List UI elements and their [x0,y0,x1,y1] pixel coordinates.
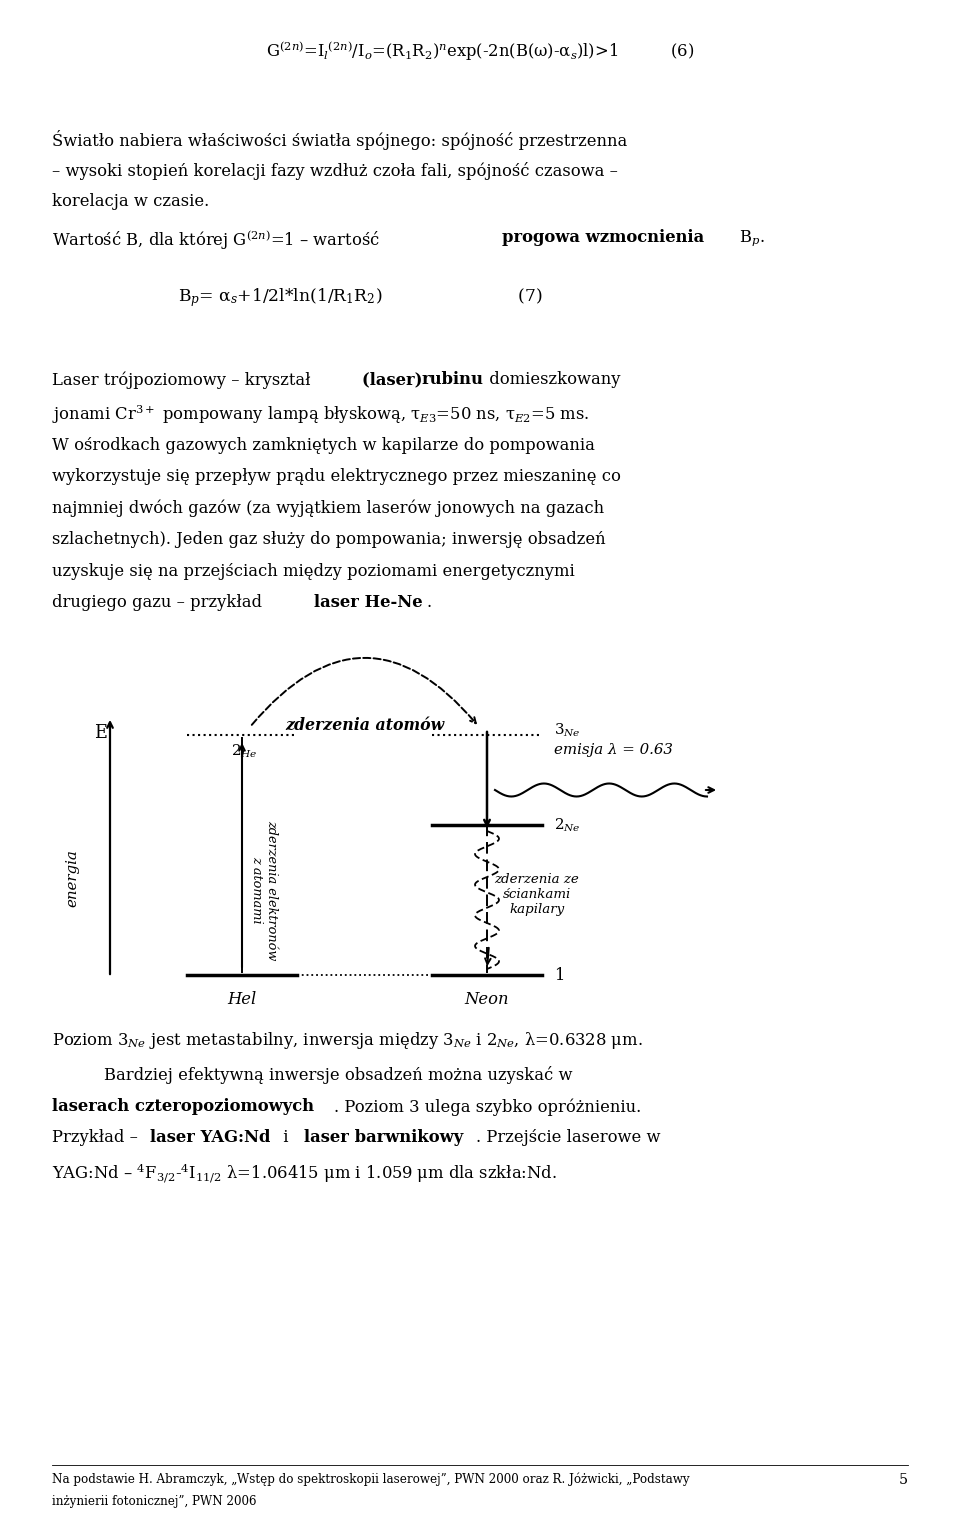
Text: .: . [426,594,431,610]
Text: . Poziom 3 ulega szybko opróżnieniu.: . Poziom 3 ulega szybko opróżnieniu. [334,1097,641,1116]
Text: G$^{(2n)}$=I$_l$$^{(2n)}$/I$_o$=(R$_1$R$_2$)$^n$exp(-2n(B(ω)-α$_s$)l)>1         : G$^{(2n)}$=I$_l$$^{(2n)}$/I$_o$=(R$_1$R$… [266,40,694,64]
Text: wykorzystuje się przepływ prądu elektrycznego przez mieszaninę co: wykorzystuje się przepływ prądu elektryc… [52,467,621,486]
Text: zderzenia elektronów
z atomami: zderzenia elektronów z atomami [250,820,278,960]
Text: domieszkowany: domieszkowany [484,371,620,388]
Text: jonami Cr$^{3+}$ pompowany lampą błyskową, τ$_{E3}$=50 ns, τ$_{E2}$=5 ms.: jonami Cr$^{3+}$ pompowany lampą błyskow… [52,403,589,426]
Text: zderzenia ze
ściankami
kapilary: zderzenia ze ściankami kapilary [494,874,580,916]
Text: W ośrodkach gazowych zamkniętych w kapilarze do pompowania: W ośrodkach gazowych zamkniętych w kapil… [52,437,595,454]
Text: laserach czteropoziomowych: laserach czteropoziomowych [52,1097,314,1116]
Text: Światło nabiera właściwości światła spójnego: spójność przestrzenna: Światło nabiera właściwości światła spój… [52,129,627,151]
Text: B$_p$= α$_s$+1/2l*ln(1/R$_1$R$_2$)                         (7): B$_p$= α$_s$+1/2l*ln(1/R$_1$R$_2$) (7) [178,286,542,309]
Text: 5: 5 [899,1473,908,1487]
Text: Wartość B, dla której G$^{(2n)}$=1 – wartość: Wartość B, dla której G$^{(2n)}$=1 – war… [52,228,380,253]
Text: Laser trójpoziomowy – kryształ: Laser trójpoziomowy – kryształ [52,371,316,390]
Text: laser barwnikowy: laser barwnikowy [304,1129,464,1146]
Text: inżynierii fotonicznej”, PWN 2006: inżynierii fotonicznej”, PWN 2006 [52,1495,256,1508]
Text: i: i [278,1129,294,1146]
Text: YAG:Nd – $^4$F$_{3/2}$-$^4$I$_{11/2}$ λ=1.06415 μm i 1.059 μm dla szkła:Nd.: YAG:Nd – $^4$F$_{3/2}$-$^4$I$_{11/2}$ λ=… [52,1161,557,1184]
Text: – wysoki stopień korelacji fazy wzdłuż czoła fali, spójność czasowa –: – wysoki stopień korelacji fazy wzdłuż c… [52,161,618,180]
Text: . Przejście laserowe w: . Przejście laserowe w [476,1129,660,1146]
Text: 2$_{He}$: 2$_{He}$ [230,743,257,761]
Text: emisja λ = 0.63: emisja λ = 0.63 [554,743,673,756]
Text: Na podstawie H. Abramczyk, „Wstęp do spektroskopii laserowej”, PWN 2000 oraz R. : Na podstawie H. Abramczyk, „Wstęp do spe… [52,1473,689,1487]
Text: korelacja w czasie.: korelacja w czasie. [52,193,209,210]
Text: Przykład –: Przykład – [52,1129,143,1146]
Text: laser He-Ne: laser He-Ne [314,594,422,610]
Text: progowa wzmocnienia: progowa wzmocnienia [502,228,704,245]
Text: najmniej dwóch gazów (za wyjątkiem laserów jonowych na gazach: najmniej dwóch gazów (za wyjątkiem laser… [52,499,604,517]
Text: B$_p$.: B$_p$. [734,228,765,248]
Text: zderzenia atomów: zderzenia atomów [285,717,444,734]
Text: 1: 1 [554,966,564,983]
Text: 2$_{Ne}$: 2$_{Ne}$ [554,816,581,834]
Text: laser YAG:Nd: laser YAG:Nd [150,1129,271,1146]
Text: energia: energia [65,849,79,907]
Text: Hel: Hel [228,991,256,1008]
Text: E: E [93,724,107,743]
Text: uzyskuje się na przejściach między poziomami energetycznymi: uzyskuje się na przejściach między pozio… [52,563,575,580]
Text: (laser): (laser) [362,371,428,388]
Text: 3$_{Ne}$: 3$_{Ne}$ [554,721,581,738]
Text: Poziom 3$_{Ne}$ jest metastabilny, inwersja między 3$_{Ne}$ i 2$_{Ne}$, λ=0.6328: Poziom 3$_{Ne}$ jest metastabilny, inwer… [52,1030,643,1052]
Text: szlachetnych). Jeden gaz służy do pompowania; inwersję obsadzeń: szlachetnych). Jeden gaz służy do pompow… [52,531,606,548]
Text: Neon: Neon [465,991,509,1008]
Text: Bardziej efektywną inwersje obsadzeń można uzyskać w: Bardziej efektywną inwersje obsadzeń moż… [104,1067,572,1085]
Text: drugiego gazu – przykład: drugiego gazu – przykład [52,594,267,610]
Text: rubinu: rubinu [422,371,484,388]
